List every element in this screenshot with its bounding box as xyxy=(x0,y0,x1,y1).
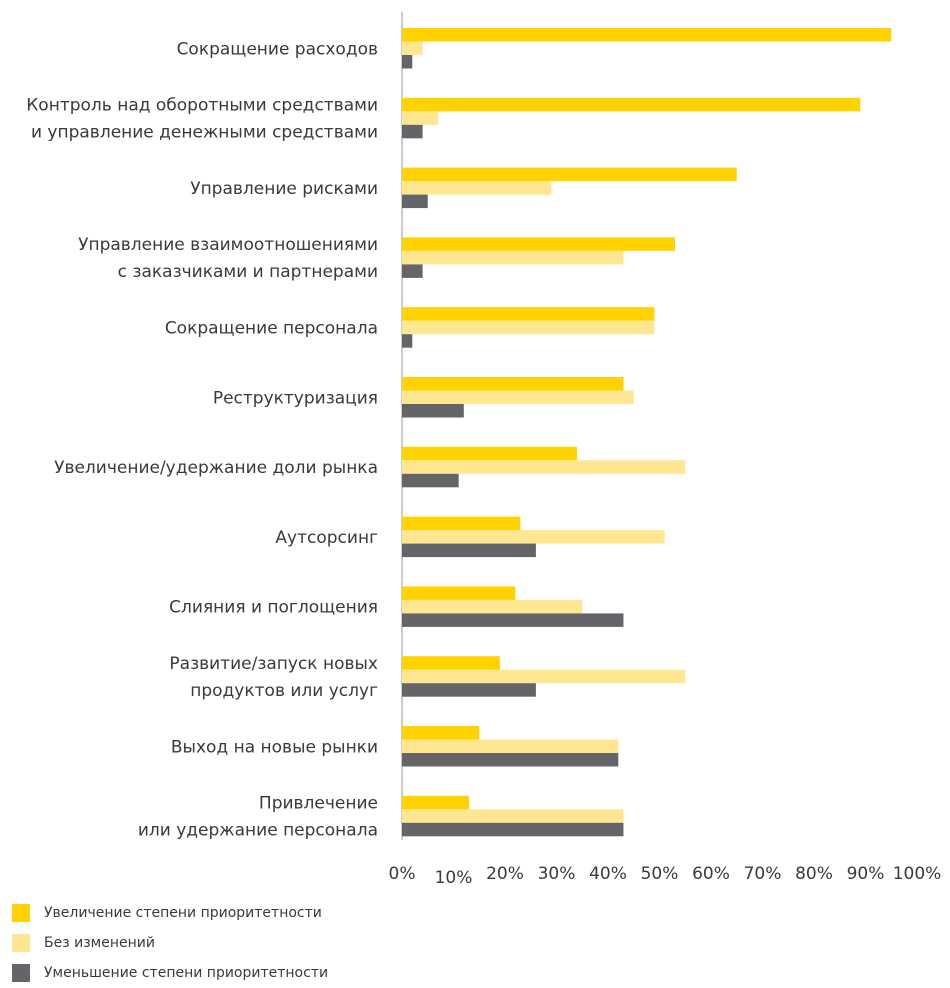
x-tick-label-1: 10% xyxy=(435,868,473,888)
bar-7-series-1 xyxy=(402,446,578,461)
category-label-7-line-1: Увеличение/удержание доли рынка xyxy=(54,458,378,478)
x-tick-label-4: 40% xyxy=(589,864,627,884)
bar-9-series-3 xyxy=(402,613,624,627)
bar-1-series-2 xyxy=(402,41,423,55)
x-tick-label-7: 70% xyxy=(744,864,782,884)
bar-4-series-3 xyxy=(402,264,423,278)
bar-8-series-2 xyxy=(402,530,665,544)
x-tick-label-8: 80% xyxy=(795,864,833,884)
legend-swatch-decrease xyxy=(12,964,30,982)
bar-3-series-2 xyxy=(402,181,552,195)
bar-6-series-2 xyxy=(402,390,634,404)
bar-7-series-2 xyxy=(402,460,686,474)
bar-1-series-3 xyxy=(402,55,413,69)
bar-11-series-3 xyxy=(402,753,619,767)
category-label-4: Управление взаимоотношениями с заказчикам… xyxy=(78,235,378,282)
bar-6-series-3 xyxy=(402,404,464,418)
category-label-9: Слияния и поглощения xyxy=(169,598,378,618)
category-label-2-line-1: Контроль над оборотными средствами xyxy=(26,96,378,116)
legend: Увеличение степени приоритетности Без из… xyxy=(12,898,328,988)
x-tick-label-9: 90% xyxy=(847,864,885,884)
category-label-7: Увеличение/удержание доли рынка xyxy=(54,458,378,478)
category-label-1: Сокращение расходов xyxy=(177,39,378,59)
bar-2-series-3 xyxy=(402,124,423,139)
category-label-9-line-1: Слияния и поглощения xyxy=(169,598,378,618)
bar-chart: Сокращение расходов Контроль над оборотны… xyxy=(26,12,942,888)
legend-item-decrease: Уменьшение степени приоритетности xyxy=(12,958,328,988)
bar-5-series-3 xyxy=(402,334,413,348)
category-label-11-line-1: Выход на новые рынки xyxy=(171,737,378,757)
bar-2-series-2 xyxy=(402,111,439,125)
category-label-4-line-1: Управление взаимоотношениями xyxy=(78,235,378,255)
category-label-3: Управление рисками xyxy=(190,179,378,199)
x-tick-label-5: 50% xyxy=(641,864,679,884)
legend-item-increase: Увеличение степени приоритетности xyxy=(12,898,328,928)
category-label-6: Реструктуризация xyxy=(213,388,378,408)
legend-label-increase: Увеличение степени приоритетности xyxy=(44,905,322,921)
x-tick-label-10: 100% xyxy=(893,864,942,884)
bar-12-series-1 xyxy=(402,795,469,810)
bar-3-series-1 xyxy=(402,167,737,182)
category-label-5-line-1: Сокращение персонала xyxy=(165,318,378,338)
bar-3-series-3 xyxy=(402,194,428,209)
bar-4-series-2 xyxy=(402,250,624,265)
category-label-2: Контроль над оборотными средствами и упра… xyxy=(26,96,378,143)
x-tick-label-2: 20% xyxy=(486,864,524,884)
category-label-5: Сокращение персонала xyxy=(165,318,378,338)
legend-swatch-increase xyxy=(12,904,30,922)
x-tick-label-0: 0% xyxy=(389,864,416,884)
category-label-11: Выход на новые рынки xyxy=(171,737,378,757)
bar-10-series-3 xyxy=(402,683,536,697)
legend-swatch-nochange xyxy=(12,934,30,952)
bar-10-series-1 xyxy=(402,656,500,670)
category-label-12-line-2: или удержание персонала xyxy=(138,821,378,841)
bar-1-series-1 xyxy=(402,28,892,42)
bar-12-series-2 xyxy=(402,809,624,823)
bar-10-series-2 xyxy=(402,669,686,684)
bar-8-series-3 xyxy=(402,543,536,558)
category-label-10-line-2: продуктов или услуг xyxy=(190,681,378,701)
bar-9-series-1 xyxy=(402,586,516,600)
bar-5-series-2 xyxy=(402,320,655,335)
legend-label-nochange: Без изменений xyxy=(44,935,155,951)
bar-11-series-1 xyxy=(402,726,480,740)
legend-label-decrease: Уменьшение степени приоритетности xyxy=(44,965,329,981)
bar-9-series-2 xyxy=(402,599,583,614)
category-label-8: Аутсорсинг xyxy=(275,528,378,548)
bar-5-series-1 xyxy=(402,307,655,321)
bar-4-series-1 xyxy=(402,237,675,251)
bar-11-series-2 xyxy=(402,739,619,753)
bar-2-series-1 xyxy=(402,97,861,112)
x-tick-label-6: 60% xyxy=(692,864,730,884)
legend-item-nochange: Без изменений xyxy=(12,928,328,958)
category-label-1-line-1: Сокращение расходов xyxy=(177,39,378,59)
category-label-3-line-1: Управление рисками xyxy=(190,179,378,199)
category-label-8-line-1: Аутсорсинг xyxy=(275,528,378,548)
category-label-10-line-1: Развитие/запуск новых xyxy=(169,654,378,674)
x-tick-label-3: 30% xyxy=(538,864,576,884)
bar-8-series-1 xyxy=(402,516,521,531)
category-label-12: Привлечение или удержание персонала xyxy=(138,794,378,841)
category-label-6-line-1: Реструктуризация xyxy=(213,388,378,408)
bar-12-series-3 xyxy=(402,822,624,837)
category-label-2-line-2: и управление денежными средствами xyxy=(31,123,378,143)
category-label-12-line-1: Привлечение xyxy=(259,794,378,814)
bar-7-series-3 xyxy=(402,473,459,488)
category-label-10: Развитие/запуск новых продуктов или услуг xyxy=(169,654,378,701)
category-label-4-line-2: с заказчиками и партнерами xyxy=(118,262,378,282)
bar-6-series-1 xyxy=(402,377,624,391)
